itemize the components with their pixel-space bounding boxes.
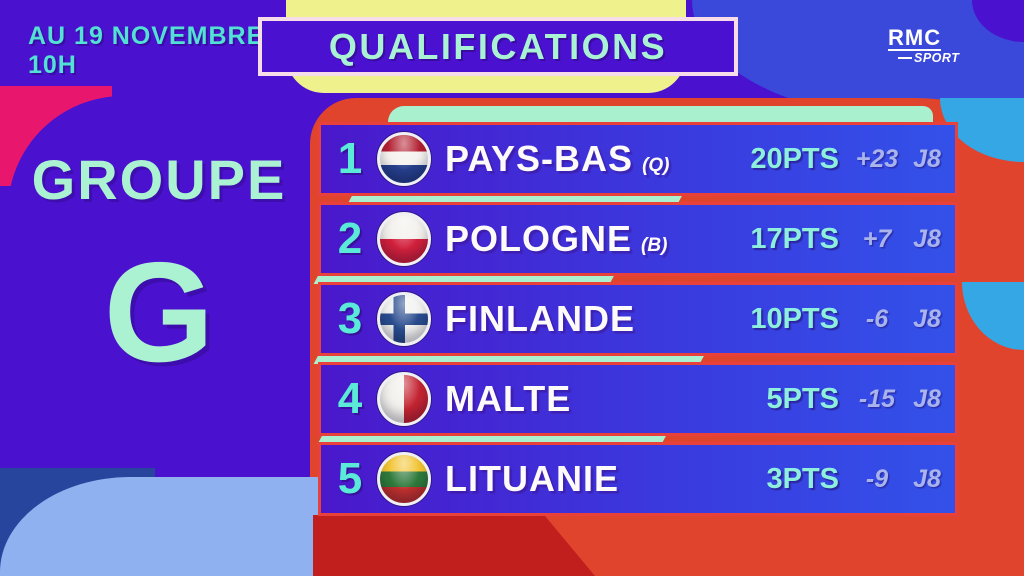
team-name: MALTE	[445, 378, 572, 419]
team-flag-icon	[377, 372, 431, 426]
date-line1: AU 19 NOVEMBRE	[28, 22, 265, 50]
table-row: 3 FINLANDE 10PTS -6 J8	[318, 282, 958, 356]
team-flag-icon	[377, 292, 431, 346]
date-block: AU 19 NOVEMBRE 10H	[28, 22, 264, 80]
goal-diff-label: -15	[858, 384, 896, 413]
goal-diff-label: -9	[865, 464, 889, 493]
group-label: GROUPE	[31, 148, 287, 211]
points-label: 20PTS	[750, 142, 839, 175]
darkred-blob-shape	[313, 515, 595, 576]
matches-played-label: J8	[913, 304, 941, 333]
date-line2: 10H	[28, 51, 77, 79]
periwinkle-blob-shape	[0, 477, 345, 576]
standings-table: 1 PAYS-BAS (Q) 20PTS +23 J8 2 POLOGNE (B) …	[313, 106, 958, 522]
rmc-sport-logo: RMC SPORT	[888, 25, 968, 65]
table-row: 4 MALTE 5PTS -15 J8	[318, 362, 958, 436]
rank-label: 1	[337, 134, 363, 183]
rank-label: 4	[337, 374, 363, 423]
table-row: 5 LITUANIE 3PTS -9 J8	[318, 442, 958, 516]
rmc-logo-dash	[898, 56, 912, 60]
rmc-sport-text: SPORT	[914, 51, 960, 65]
goal-diff-label: -6	[865, 304, 889, 333]
team-flag-icon	[377, 212, 431, 266]
qualification-badge: (B)	[641, 235, 668, 256]
team-name: POLOGNE (B)	[445, 218, 668, 259]
points-label: 17PTS	[750, 222, 839, 255]
group-letter: G	[103, 233, 215, 392]
goal-diff-label: +23	[855, 144, 899, 173]
purple-curve-shape	[8, 96, 323, 526]
matches-played-label: J8	[913, 144, 941, 173]
team-name: LITUANIE	[445, 458, 619, 499]
table-row: 2 POLOGNE (B) 17PTS +7 J8	[318, 202, 958, 276]
rmc-logo-text: RMC	[888, 25, 942, 51]
rank-label: 2	[337, 214, 363, 263]
group-panel: GROUPE G	[0, 150, 318, 388]
team-name: PAYS-BAS (Q)	[445, 138, 670, 179]
points-label: 5PTS	[766, 382, 839, 415]
matches-played-label: J8	[913, 224, 941, 253]
rank-label: 3	[337, 294, 363, 343]
page-title: QUALIFICATIONS	[328, 25, 668, 67]
team-flag-icon	[377, 132, 431, 186]
matches-played-label: J8	[913, 464, 941, 493]
rank-label: 5	[337, 454, 363, 503]
goal-diff-label: +7	[862, 224, 892, 253]
qualifications-title-box: QUALIFICATIONS	[258, 17, 738, 76]
qualification-badge: (Q)	[642, 155, 670, 176]
team-flag-icon	[377, 452, 431, 506]
matches-played-label: J8	[913, 384, 941, 413]
table-row: 1 PAYS-BAS (Q) 20PTS +23 J8	[318, 122, 958, 196]
points-label: 3PTS	[766, 462, 839, 495]
team-name: FINLANDE	[445, 298, 635, 339]
points-label: 10PTS	[750, 302, 839, 335]
